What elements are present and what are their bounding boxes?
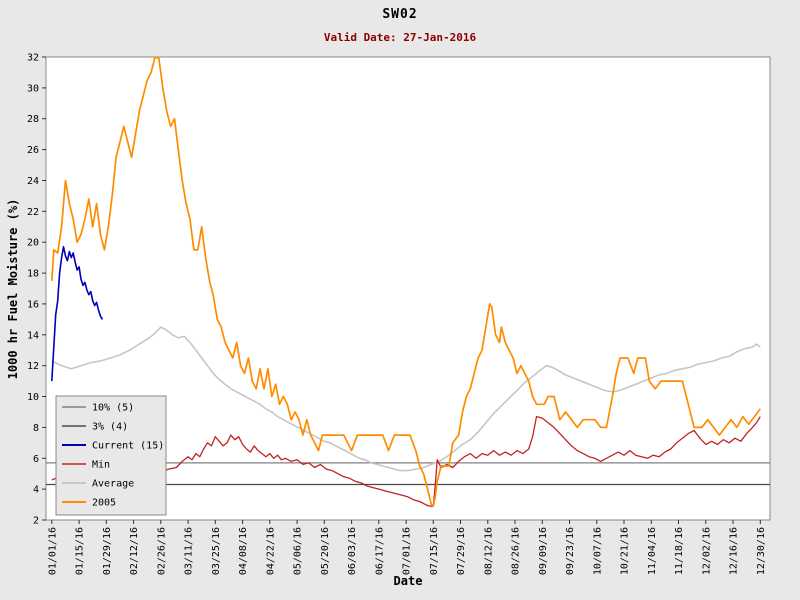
legend-label: Min [92, 460, 110, 471]
x-tick-label: 02/26/16 [156, 527, 167, 575]
x-tick-label: 11/04/16 [647, 527, 658, 575]
y-tick-label: 4 [33, 485, 39, 496]
x-tick-label: 02/12/16 [129, 527, 140, 575]
y-tick-label: 6 [33, 454, 39, 465]
x-tick-label: 08/26/16 [511, 527, 522, 575]
x-tick-label: 07/29/16 [456, 527, 467, 575]
legend-label: 2005 [92, 498, 116, 509]
y-tick-label: 32 [27, 53, 39, 64]
series-line [51, 326, 761, 472]
plot-area [45, 56, 771, 521]
legend-label: Current (15) [92, 441, 164, 452]
valid-date-subtitle: Valid Date: 27-Jan-2016 [323, 31, 477, 44]
x-tick-label: 01/15/16 [75, 527, 86, 575]
y-axis-label: 1000 hr Fuel Moisture (%) [6, 198, 20, 380]
x-tick-label: 05/20/16 [320, 527, 331, 575]
legend-label: Average [92, 479, 134, 490]
series-line [50, 56, 761, 507]
series-line [51, 415, 761, 507]
x-tick-label: 03/25/16 [211, 527, 222, 575]
legend-label: 3% (4) [92, 422, 128, 433]
x-tick-label: 08/12/16 [483, 527, 494, 575]
x-tick-label: 10/07/16 [592, 527, 603, 575]
x-tick-label: 12/02/16 [701, 527, 712, 575]
x-tick-label: 07/15/16 [429, 527, 440, 575]
y-tick-label: 30 [27, 83, 39, 94]
x-tick-label: 09/23/16 [565, 527, 576, 575]
y-tick-label: 24 [27, 176, 39, 187]
y-tick-label: 14 [27, 330, 39, 341]
x-tick-label: 06/03/16 [347, 527, 358, 575]
legend-label: 10% (5) [92, 403, 134, 414]
x-tick-label: 04/08/16 [238, 527, 249, 575]
y-tick-label: 20 [27, 238, 39, 249]
x-tick-label: 05/06/16 [293, 527, 304, 575]
y-tick-label: 16 [27, 299, 39, 310]
legend: 10% (5) 3% (4) Current (15) Min Average 2005 [55, 395, 167, 516]
y-tick-label: 8 [33, 423, 39, 434]
x-tick-label: 11/18/16 [674, 527, 685, 575]
y-tick-label: 28 [27, 114, 39, 125]
x-tick-label: 10/21/16 [620, 527, 631, 575]
x-tick-label: 04/22/16 [265, 527, 276, 575]
x-tick-label: 07/01/16 [402, 527, 413, 575]
x-tick-label: 12/30/16 [756, 527, 767, 575]
y-tick-label: 12 [27, 361, 39, 372]
series-line [51, 246, 104, 382]
chart-title: SW02 [382, 7, 418, 22]
x-axis-label: Date [393, 574, 423, 588]
y-tick-label: 2 [33, 516, 39, 527]
y-tick-label: 26 [27, 145, 39, 156]
x-tick-label: 09/09/16 [538, 527, 549, 575]
x-tick-label: 01/01/16 [47, 527, 58, 575]
legend-box [55, 395, 167, 516]
x-tick-label: 12/16/16 [729, 527, 740, 575]
y-tick-label: 10 [27, 392, 39, 403]
x-tick-label: 06/17/16 [374, 527, 385, 575]
x-tick-label: 03/11/16 [184, 527, 195, 575]
y-tick-label: 18 [27, 269, 39, 280]
y-tick-label: 22 [27, 207, 39, 218]
x-tick-label: 01/29/16 [102, 527, 113, 575]
